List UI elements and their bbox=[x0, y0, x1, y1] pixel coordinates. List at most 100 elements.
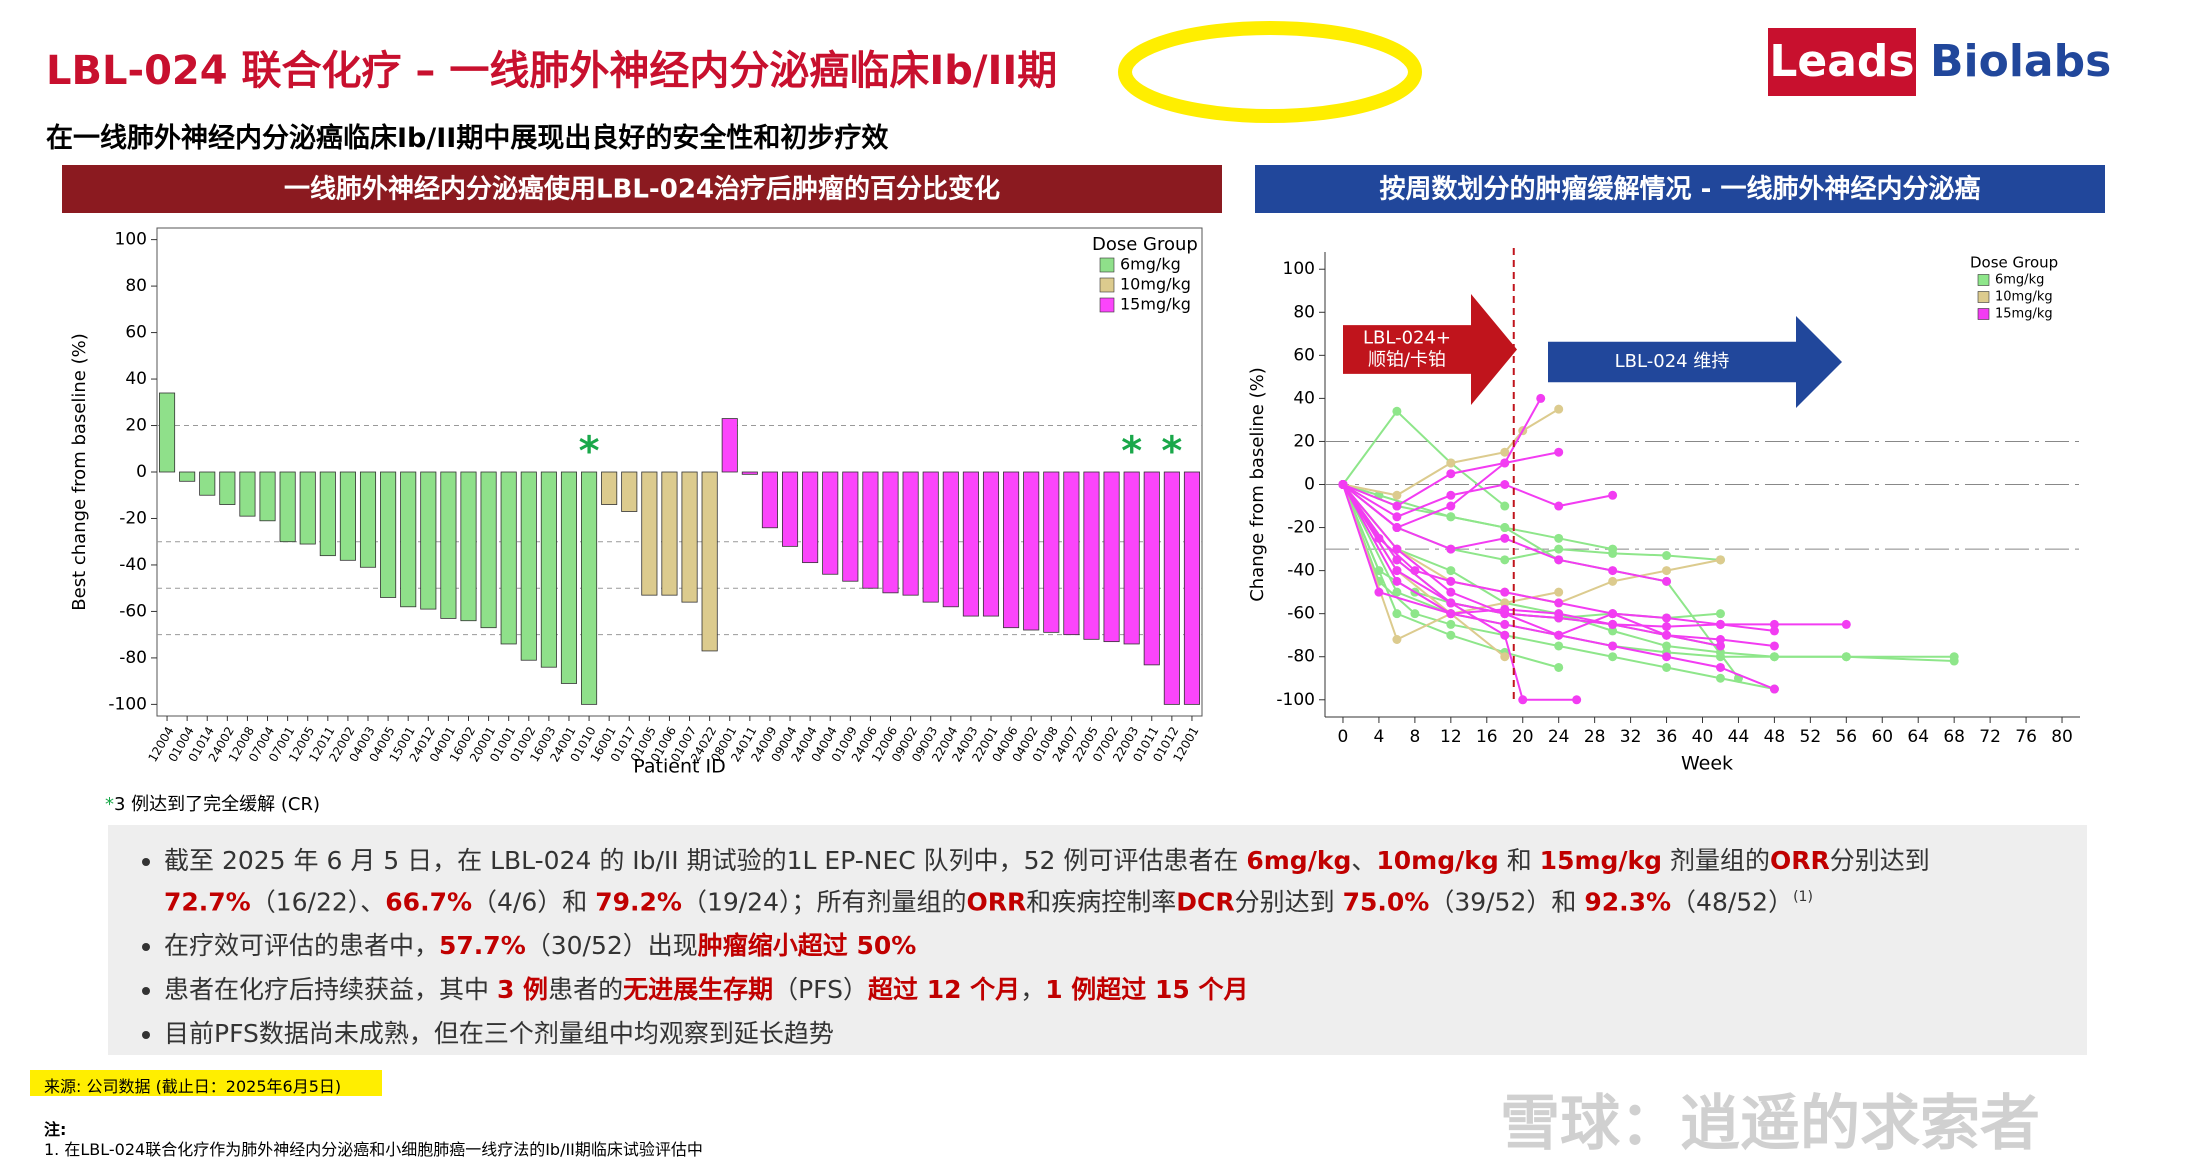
patient-line bbox=[1342, 484, 1721, 647]
point bbox=[1446, 566, 1456, 576]
bar bbox=[299, 471, 316, 545]
legend-swatch bbox=[1099, 257, 1115, 273]
bar bbox=[1063, 471, 1080, 636]
point bbox=[1769, 619, 1779, 629]
y-axis-label: Best change from baseline (%) bbox=[69, 333, 90, 610]
bar bbox=[480, 471, 497, 629]
point bbox=[1392, 501, 1402, 511]
bar bbox=[701, 471, 718, 652]
point bbox=[1500, 447, 1510, 457]
point bbox=[1518, 695, 1528, 705]
point bbox=[1662, 652, 1672, 662]
bar bbox=[1103, 471, 1120, 643]
title: LBL-024 联合化疗 – 一线肺外神经内分泌癌临床Ib/II期 bbox=[46, 48, 1058, 94]
bar bbox=[962, 471, 979, 617]
point bbox=[1500, 480, 1510, 489]
bullet-text: 57.7% bbox=[439, 931, 526, 961]
bar bbox=[500, 471, 517, 645]
x-tick-label: 76 bbox=[2015, 727, 2037, 747]
x-tick-label: 12 bbox=[1440, 727, 1462, 747]
bullet-text: 92.3% bbox=[1584, 887, 1672, 917]
bullet-text: 66.7% bbox=[385, 887, 473, 917]
point bbox=[1392, 566, 1402, 576]
point bbox=[1374, 587, 1384, 597]
x-tick-label: 0 bbox=[1338, 727, 1349, 747]
point bbox=[1554, 447, 1564, 457]
point bbox=[1608, 544, 1618, 554]
bullet-text: 分别达到 bbox=[1829, 846, 1930, 875]
bullet-list: 截至 2025 年 6 月 5 日，在 LBL-024 的 Ib/II 期试验的… bbox=[128, 843, 2063, 1052]
point bbox=[1500, 630, 1510, 640]
legend-label: 10mg/kg bbox=[1995, 290, 2053, 305]
point bbox=[1446, 619, 1456, 629]
patient-line bbox=[1342, 483, 1847, 628]
bar bbox=[741, 471, 758, 475]
bar bbox=[420, 471, 437, 610]
x-tick-label: 80 bbox=[2051, 727, 2073, 747]
bullet-text: 3 例 bbox=[496, 975, 549, 1005]
bar bbox=[661, 471, 678, 596]
bar bbox=[440, 471, 457, 619]
x-tick-label: 52 bbox=[1800, 727, 1822, 747]
bar bbox=[520, 471, 537, 661]
y-tick-label: 40 bbox=[125, 369, 147, 389]
bullet-text: 超过 12 个月 bbox=[867, 975, 1021, 1005]
bar bbox=[802, 471, 819, 564]
point bbox=[1662, 641, 1672, 651]
bar bbox=[1003, 471, 1020, 629]
point bbox=[1715, 641, 1725, 651]
patient-line bbox=[1342, 408, 1560, 497]
bar bbox=[159, 392, 176, 473]
point bbox=[1662, 566, 1672, 576]
point bbox=[1500, 619, 1510, 629]
point bbox=[1662, 551, 1672, 561]
notes-heading: 注: bbox=[44, 1120, 67, 1139]
footnote: *3 例达到了完全缓解 (CR) bbox=[105, 790, 320, 816]
right-chart-title: 按周数划分的肿瘤缓解情况 - 一线肺外神经内分泌癌 bbox=[1380, 174, 1981, 205]
left-banner bbox=[62, 165, 1222, 213]
x-tick-label: 36 bbox=[1656, 727, 1678, 747]
bar bbox=[621, 471, 638, 512]
point bbox=[1500, 555, 1510, 565]
point bbox=[1554, 630, 1564, 640]
bar bbox=[1183, 471, 1200, 705]
point bbox=[1769, 684, 1779, 694]
point bbox=[1392, 635, 1402, 644]
bar bbox=[1143, 471, 1160, 666]
legend-label: 10mg/kg bbox=[1120, 275, 1191, 294]
point bbox=[1554, 598, 1564, 608]
point bbox=[1410, 566, 1420, 576]
y-tick-label: -80 bbox=[1287, 647, 1315, 667]
bullet: 在疗效可评估的患者中，57.7%（30/52）出现肿瘤缩小超过 50% bbox=[164, 928, 2063, 964]
bar bbox=[1043, 471, 1060, 633]
bullet-text: （48/52） bbox=[1671, 887, 1794, 917]
y-tick-label: -40 bbox=[1287, 561, 1315, 581]
bar bbox=[982, 471, 1000, 617]
y-tick-label: 0 bbox=[1304, 475, 1315, 495]
y-tick-label: 60 bbox=[1293, 345, 1315, 365]
point bbox=[1715, 673, 1725, 683]
bar bbox=[862, 471, 879, 589]
point bbox=[1608, 576, 1618, 586]
point bbox=[1715, 635, 1725, 644]
bullet-text: （16/22）、 bbox=[250, 887, 386, 917]
bullet-text: （PFS） bbox=[773, 975, 868, 1005]
bullet-text: ORR bbox=[1770, 846, 1830, 875]
bullet-text: （19/24）；所有剂量组的 bbox=[681, 887, 967, 917]
bullet-box: 截至 2025 年 6 月 5 日，在 LBL-024 的 Ib/II 期试验的… bbox=[108, 825, 2087, 1055]
point bbox=[1608, 609, 1618, 619]
point bbox=[1554, 609, 1564, 619]
y-tick-label: -60 bbox=[119, 601, 147, 621]
x-tick-label: 44 bbox=[1728, 727, 1750, 747]
watermark: 雪球：逍遥的求索者 bbox=[1500, 1089, 2040, 1159]
point bbox=[1554, 544, 1564, 554]
x-tick-label: 20 bbox=[1512, 727, 1534, 747]
bullet-text: 6mg/kg bbox=[1246, 846, 1352, 875]
x-tick-label: 40 bbox=[1692, 727, 1714, 747]
point bbox=[1715, 652, 1725, 662]
y-tick-label: 100 bbox=[1283, 259, 1315, 279]
y-tick-label: -20 bbox=[119, 508, 147, 528]
x-tick-label: 8 bbox=[1409, 727, 1420, 747]
y-tick-label: 20 bbox=[125, 416, 147, 436]
patient-line bbox=[1342, 483, 1775, 632]
